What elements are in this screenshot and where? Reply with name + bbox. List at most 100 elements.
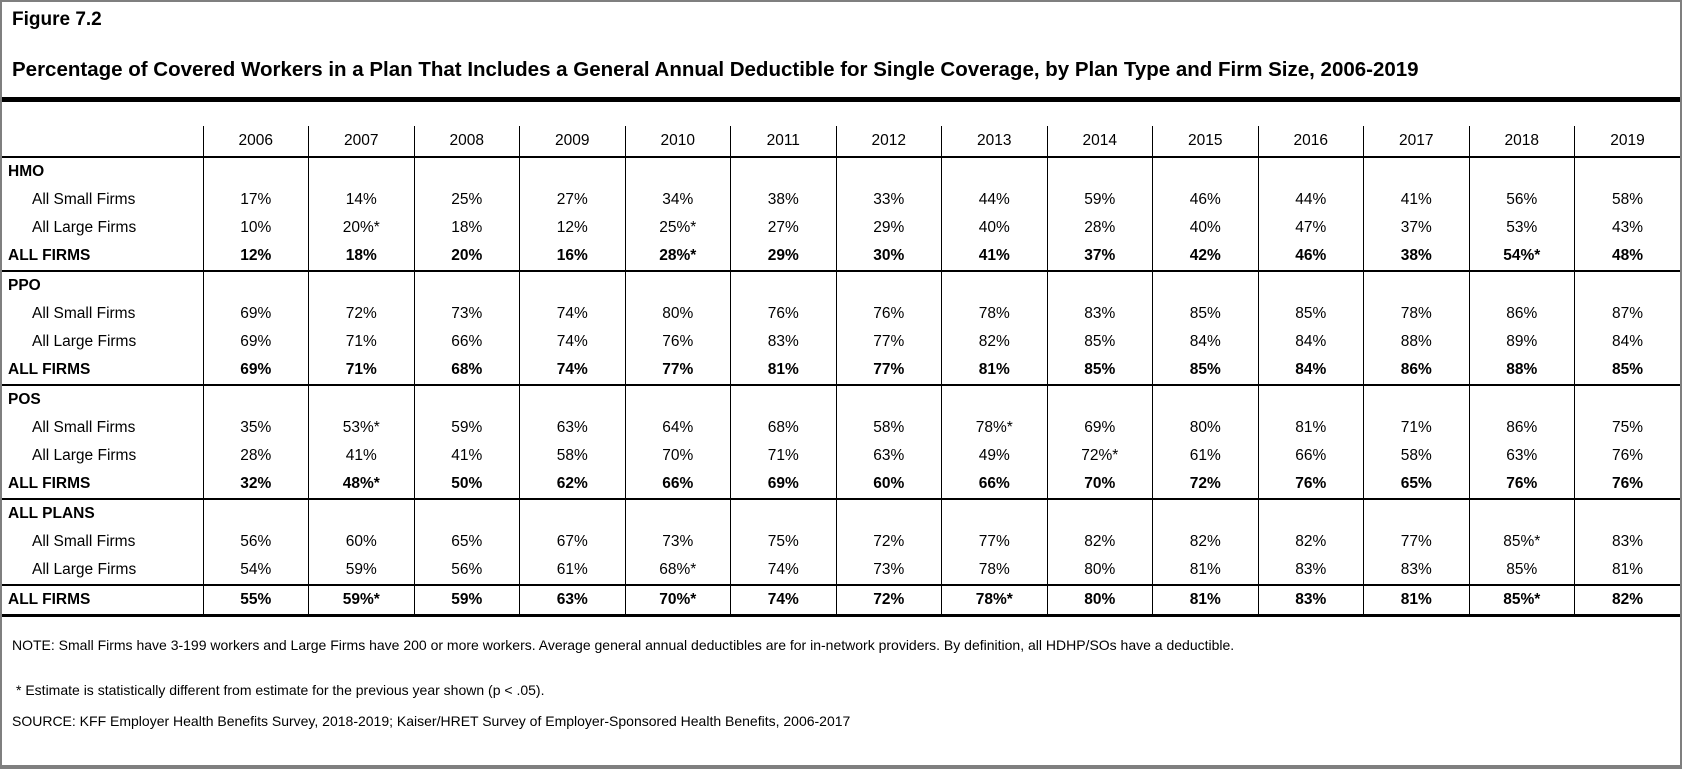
value-cell: 47% (1257, 213, 1364, 242)
value-cell: 16% (519, 241, 625, 271)
empty-cell (519, 497, 625, 528)
value-cell: 69% (202, 327, 309, 356)
value-cell: 85% (1468, 555, 1575, 585)
value-cell: 84% (1257, 355, 1364, 385)
value-cell: 18% (308, 241, 414, 271)
value-cell: 53%* (308, 413, 414, 442)
empty-cell (1257, 497, 1364, 528)
value-cell: 28% (1046, 213, 1153, 242)
value-cell: 49% (941, 441, 1047, 470)
empty-cell (519, 269, 625, 300)
value-cell: 58% (1574, 185, 1680, 214)
value-cell: 38% (730, 185, 836, 214)
footnotes: NOTE: Small Firms have 3-199 workers and… (2, 637, 1680, 729)
value-cell: 78% (941, 555, 1047, 585)
value-cell: 70% (624, 441, 731, 470)
row-label: ALL FIRMS (8, 360, 91, 378)
figure-title: Percentage of Covered Workers in a Plan … (12, 57, 1419, 81)
value-cell: 73% (413, 299, 520, 328)
value-cell: 63% (835, 441, 942, 470)
value-cell: 38% (1363, 241, 1469, 271)
empty-cell (413, 155, 520, 186)
empty-cell (941, 155, 1047, 186)
empty-cell (1468, 497, 1575, 528)
year-header-2011: 2011 (730, 125, 836, 158)
value-cell: 76% (730, 299, 836, 328)
value-cell: 59% (308, 555, 414, 585)
value-cell: 61% (1152, 441, 1258, 470)
value-cell: 18% (413, 213, 520, 242)
section-label: HMO (2, 155, 203, 186)
section-header-row: PPO (2, 269, 1680, 300)
empty-cell (941, 383, 1047, 414)
value-cell: 58% (519, 441, 625, 470)
row-label: ALL FIRMS (8, 474, 91, 492)
value-cell: 74% (519, 327, 625, 356)
value-cell: 55% (202, 583, 309, 616)
value-cell: 81% (941, 355, 1047, 385)
value-cell: 69% (1046, 413, 1153, 442)
value-cell: 77% (941, 527, 1047, 556)
title-divider (2, 96, 1680, 102)
value-cell: 40% (941, 213, 1047, 242)
table-row: ALL FIRMS 12% 18% 20% 16% 28%* 29% 30% 41% 37% 42%… (2, 241, 1680, 271)
value-cell: 50% (413, 469, 520, 499)
value-cell: 75% (730, 527, 836, 556)
year-header-2014: 2014 (1046, 125, 1153, 158)
value-cell: 77% (1363, 527, 1469, 556)
empty-cell (941, 269, 1047, 300)
value-cell: 25%* (624, 213, 731, 242)
year-header-2009: 2009 (519, 125, 625, 158)
value-cell: 68% (730, 413, 836, 442)
value-cell: 69% (730, 469, 836, 499)
value-cell: 81% (1363, 583, 1469, 616)
value-cell: 40% (1152, 213, 1258, 242)
empty-cell (1574, 269, 1680, 300)
value-cell: 81% (730, 355, 836, 385)
value-cell: 80% (1152, 413, 1258, 442)
value-cell: 62% (519, 469, 625, 499)
table-row: ALL FIRMS 55% 59%* 59% 63% 70%* 74% 72% 78%* 80% 8… (2, 583, 1680, 616)
value-cell: 81% (1574, 555, 1680, 585)
row-label: All Small Firms (32, 304, 136, 322)
value-cell: 83% (730, 327, 836, 356)
table-row: All Large Firms 69% 71% 66% 74% 76% 83% 77% 82% 8… (2, 327, 1680, 356)
value-cell: 71% (1363, 413, 1469, 442)
value-cell: 66% (941, 469, 1047, 499)
value-cell: 88% (1363, 327, 1469, 356)
value-cell: 30% (835, 241, 942, 271)
value-cell: 75% (1574, 413, 1680, 442)
value-cell: 66% (413, 327, 520, 356)
value-cell: 42% (1152, 241, 1258, 271)
value-cell: 56% (202, 527, 309, 556)
value-cell: 70%* (624, 583, 731, 616)
table-row: All Large Firms 10% 20%* 18% 12% 25%* 27% 29% 40… (2, 213, 1680, 242)
empty-cell (1046, 155, 1153, 186)
value-cell: 32% (202, 469, 309, 499)
empty-cell (835, 269, 942, 300)
value-cell: 80% (1046, 583, 1153, 616)
table-row: ALL FIRMS 32% 48%* 50% 62% 66% 69% 60% 66% 70% 72%… (2, 469, 1680, 499)
row-label: ALL FIRMS (8, 246, 91, 264)
year-header-2018: 2018 (1468, 125, 1575, 158)
table-body: HMO All Small Firms 17% 14% 25% 27% 34% 38% 33% 4… (2, 155, 1680, 616)
table-header: 2006 2007 2008 2009 2010 2011 2012 2013 2014 2015… (2, 125, 1680, 158)
value-cell: 85% (1046, 327, 1153, 356)
empty-cell (519, 383, 625, 414)
value-cell: 63% (1468, 441, 1575, 470)
empty-cell (1574, 155, 1680, 186)
table-row: All Large Firms 28% 41% 41% 58% 70% 71% 63% 49% 7… (2, 441, 1680, 470)
value-cell: 88% (1468, 355, 1575, 385)
row-label: All Large Firms (32, 560, 137, 578)
empty-cell (1152, 497, 1258, 528)
year-header-2016: 2016 (1257, 125, 1364, 158)
year-header-row: 2006 2007 2008 2009 2010 2011 2012 2013 2014 2015… (2, 125, 1680, 158)
value-cell: 56% (413, 555, 520, 585)
value-cell: 12% (519, 213, 625, 242)
value-cell: 80% (1046, 555, 1153, 585)
empty-cell (624, 383, 731, 414)
value-cell: 76% (835, 299, 942, 328)
value-cell: 27% (730, 213, 836, 242)
value-cell: 77% (624, 355, 731, 385)
table-row: All Small Firms 35% 53%* 59% 63% 64% 68% 58% 78%… (2, 413, 1680, 442)
